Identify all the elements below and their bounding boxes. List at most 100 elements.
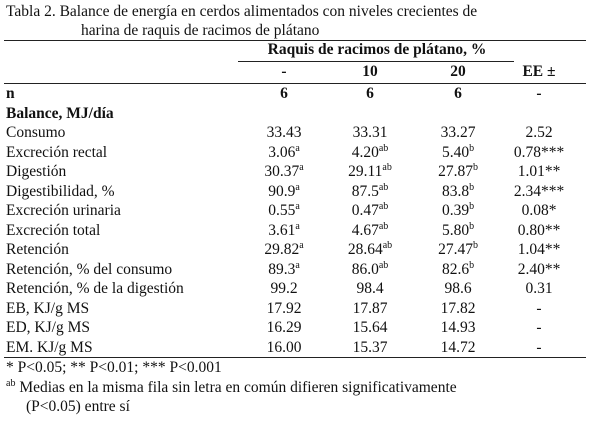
val-10: 33.31: [320, 123, 420, 143]
cell-value: 30.37: [264, 163, 300, 180]
val-20: 5.80b: [408, 221, 508, 241]
cell-superscript: a: [295, 142, 300, 154]
cell-value: 14.72: [440, 338, 476, 356]
cell-value: 16.00: [266, 338, 302, 356]
cell-superscript: a: [299, 162, 304, 173]
cell-value: 5.40: [441, 143, 470, 161]
val-20: 6: [408, 84, 508, 104]
val-20: 27.87b: [408, 162, 508, 182]
top-rule: [4, 40, 586, 41]
cell-value: 3.06: [268, 143, 296, 161]
cell-value: 99.2: [270, 280, 298, 297]
val-20: 27.47b: [408, 240, 508, 260]
val-20: 98.6: [408, 279, 508, 299]
val-10: 15.37: [320, 338, 420, 358]
bottom-rule: [4, 357, 586, 358]
cell-value: 0.08*: [521, 202, 557, 219]
col-header-0: -: [281, 63, 287, 80]
cell-value: 82.6: [441, 260, 470, 278]
table-row: EB, KJ/g MS 17.92 17.87 17.82 -: [0, 299, 590, 319]
cell-value: 15.64: [352, 319, 388, 336]
table-row: Consumo 33.43 33.31 33.27 2.52: [0, 123, 590, 143]
cell-value: 87.5: [351, 182, 379, 200]
cell-superscript: ab: [378, 181, 389, 193]
val-ee: 0.80**: [484, 221, 590, 241]
cell-superscript: b: [472, 240, 478, 251]
cell-superscript: b: [469, 220, 475, 232]
table-row: Excreción rectal 3.06a 4.20ab 5.40b 0.78***: [0, 143, 590, 163]
cell-superscript: ab: [378, 259, 389, 271]
val-ee: -: [484, 299, 590, 319]
row-label: Excreción rectal: [6, 143, 108, 161]
cell-value: 0.55: [268, 202, 296, 219]
val-0: 3.61a: [238, 221, 330, 241]
val-0: 16.00: [238, 338, 330, 358]
cell-value: 4.67: [351, 221, 379, 239]
cell-value: 2.52: [525, 124, 553, 141]
table-row: Excreción urinaria 0.55a 0.47ab 0.39b 0.08*: [0, 201, 590, 221]
cell-value: 98.6: [444, 280, 472, 297]
cell-superscript: ab: [382, 162, 392, 173]
val-0: 16.29: [238, 318, 330, 338]
table-row: EM. KJ/g MS 16.00 15.37 14.72 -: [0, 338, 590, 358]
row-label: Excreción total: [6, 221, 101, 239]
val-0: 99.2: [238, 279, 330, 299]
table-row: Excreción total 3.61a 4.67 a b 5.80b 0.80**: [0, 221, 590, 241]
cell-superscript: a: [295, 259, 300, 271]
footnote-significance: * P<0.05; ** P<0.01; *** P<0.001: [6, 359, 222, 376]
cell-value: 33.27: [440, 124, 476, 141]
footnote-letters-line-2: (P<0.05) entre sí: [26, 398, 130, 415]
row-label: Retención: [6, 241, 69, 258]
cell-value: 15.37: [352, 338, 388, 356]
cell-value: 6: [454, 85, 462, 102]
cell-superscript: b: [469, 201, 475, 212]
cell-value: 89.3: [268, 260, 296, 278]
cell-value: -: [536, 85, 542, 102]
cell-superscript: a: [299, 240, 304, 251]
footnote-letters-line-1: Medias en la misma fila sin letra en com…: [15, 379, 457, 396]
cell-value: 6: [366, 85, 374, 102]
val-ee: -: [484, 338, 590, 358]
table-row: Digestibilidad, % 90.9a 87.5ab 83.8b 2.34***: [0, 182, 590, 202]
row-label: Digestión: [6, 163, 67, 180]
val-10: 6: [320, 84, 420, 104]
val-0: 90.9a: [238, 182, 330, 202]
col-header-ee: EE ±: [522, 63, 556, 80]
caption-line-1: Tabla 2. Balance de energía en cerdos al…: [6, 3, 478, 20]
cell-value: 83.8: [441, 182, 470, 200]
cell-value: 3.61: [268, 221, 296, 239]
table-row: Retención, % del consumo 89.3a 86.0ab 82.6b…: [0, 260, 590, 280]
val-20: 14.72: [408, 338, 508, 358]
val-10: 15.64: [320, 318, 420, 338]
cell-superscript: ab: [378, 201, 389, 212]
cell-value: 0.47: [351, 202, 379, 219]
row-label: Digestibilidad, %: [6, 182, 115, 200]
header-rule: [4, 83, 586, 84]
val-ee: -: [484, 318, 590, 338]
row-label: Retención, % de la digestión: [6, 280, 184, 297]
cell-value: 17.82: [440, 299, 476, 317]
val-ee: 1.01**: [484, 162, 590, 182]
cell-superscript: ab: [378, 142, 389, 154]
cell-superscript: b: [469, 259, 475, 271]
cell-value: 5.80: [441, 221, 470, 239]
cell-superscript: a: [295, 220, 300, 232]
row-label: EM. KJ/g MS: [6, 338, 93, 356]
cell-value: -: [536, 338, 542, 356]
val-10: 98.4: [320, 279, 420, 299]
cell-value: 2.40**: [517, 260, 561, 278]
table-row: Digestión 30.37a 29.11ab 27.87b 1.01**: [0, 162, 590, 182]
val-ee: 0.08*: [484, 201, 590, 221]
cell-value: 0.80**: [517, 221, 561, 239]
val-ee: 2.40**: [484, 260, 590, 280]
val-ee: 0.78***: [484, 143, 590, 163]
val-20: 82.6b: [408, 260, 508, 280]
cell-value: 33.43: [266, 124, 302, 141]
val-0: 3.06a: [238, 143, 330, 163]
footnote-letters-mark: ab: [6, 378, 16, 389]
val-ee: 0.31: [484, 279, 590, 299]
row-label: Retención, % del consumo: [6, 260, 173, 278]
cell-value: 6: [280, 85, 288, 102]
val-20: 14.93: [408, 318, 508, 338]
row-label: Consumo: [6, 124, 66, 141]
